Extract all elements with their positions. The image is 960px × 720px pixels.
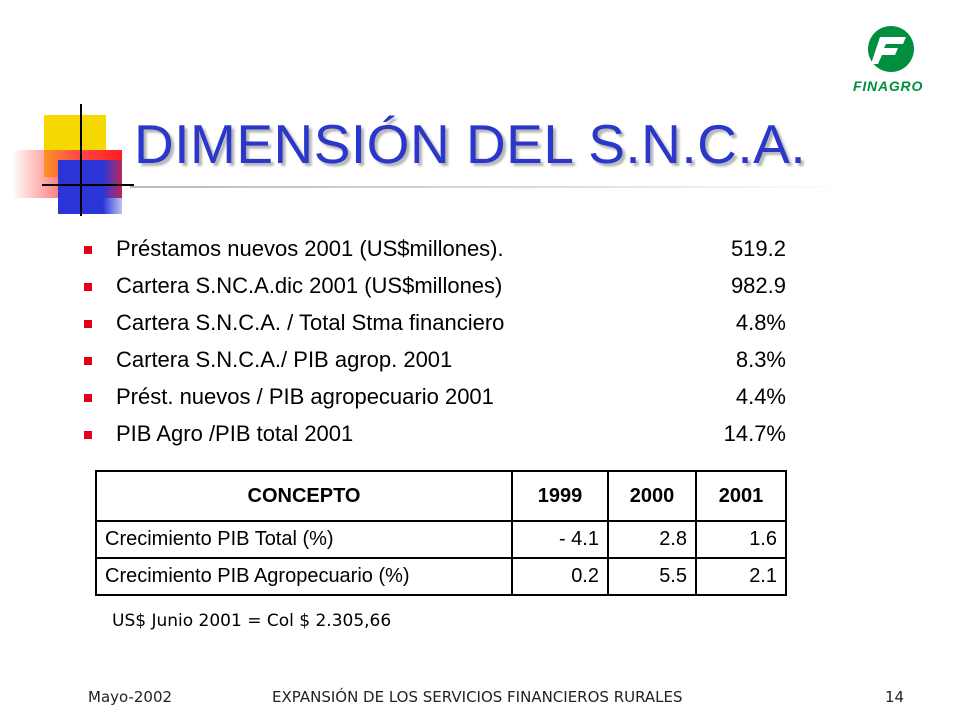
header-1999: 1999 (511, 470, 609, 522)
indicator-label: Préstamos nuevos 2001 (US$millones). (116, 236, 504, 261)
indicator-value: 14.7% (723, 421, 786, 446)
exchange-rate-note: US$ Junio 2001 = Col $ 2.305,66 (112, 611, 392, 631)
decor-vertical-line (80, 104, 82, 216)
growth-table: CONCEPTO 1999 2000 2001 Crecimiento PIB … (95, 470, 787, 596)
logo-text: FINAGRO (853, 78, 924, 94)
table-cell: 2.1 (695, 557, 787, 596)
footer-date: Mayo-2002 (88, 688, 173, 706)
finagro-logo: FINAGRO (850, 24, 942, 98)
indicator-value: 519.2 (730, 236, 786, 261)
header-2000: 2000 (607, 470, 697, 522)
red-square-bullet-icon (84, 357, 92, 365)
indicator-label: Prést. nuevos / PIB agropecuario 2001 (116, 384, 494, 409)
table-cell: 0.2 (511, 557, 609, 596)
indicator-value: 4.4% (735, 384, 786, 409)
indicator-value: 982.9 (730, 273, 786, 298)
red-square-bullet-icon (84, 431, 92, 439)
decor-blue-square (58, 160, 122, 214)
table-cell: - 4.1 (511, 520, 609, 559)
table-header-row: CONCEPTO 1999 2000 2001 (95, 470, 787, 522)
indicator-label: Cartera S.NC.A.dic 2001 (US$millones) (116, 273, 503, 298)
footer-title: EXPANSIÓN DE LOS SERVICIOS FINANCIEROS R… (272, 688, 683, 706)
red-square-bullet-icon (84, 320, 92, 328)
indicator-label: Cartera S.N.C.A./ PIB agrop. 2001 (116, 347, 453, 372)
title-underline (130, 186, 850, 188)
table-cell: Crecimiento PIB Agropecuario (%) (95, 557, 513, 596)
finagro-logo-icon (868, 26, 914, 72)
table-cell: 1.6 (695, 520, 787, 559)
header-concepto: CONCEPTO (95, 470, 513, 522)
indicator-value: 4.8% (735, 310, 786, 335)
table-cell: 2.8 (607, 520, 697, 559)
red-square-bullet-icon (84, 394, 92, 402)
decor-horizontal-line (42, 184, 134, 186)
indicator-value: 8.3% (735, 347, 786, 372)
header-2001: 2001 (695, 470, 787, 522)
table-row: Crecimiento PIB Agropecuario (%) 0.2 5.5… (95, 557, 787, 596)
table-row: Crecimiento PIB Total (%) - 4.1 2.8 1.6 (95, 520, 787, 559)
red-square-bullet-icon (84, 283, 92, 291)
table-cell: 5.5 (607, 557, 697, 596)
table-cell: Crecimiento PIB Total (%) (95, 520, 513, 559)
indicator-label: Cartera S.N.C.A. / Total Stma financiero (116, 310, 505, 335)
page-number: 14 (885, 688, 905, 706)
red-square-bullet-icon (84, 246, 92, 254)
indicator-label: PIB Agro /PIB total 2001 (116, 421, 354, 446)
slide-title: DIMENSIÓN DEL S.N.C.A. (134, 113, 807, 175)
